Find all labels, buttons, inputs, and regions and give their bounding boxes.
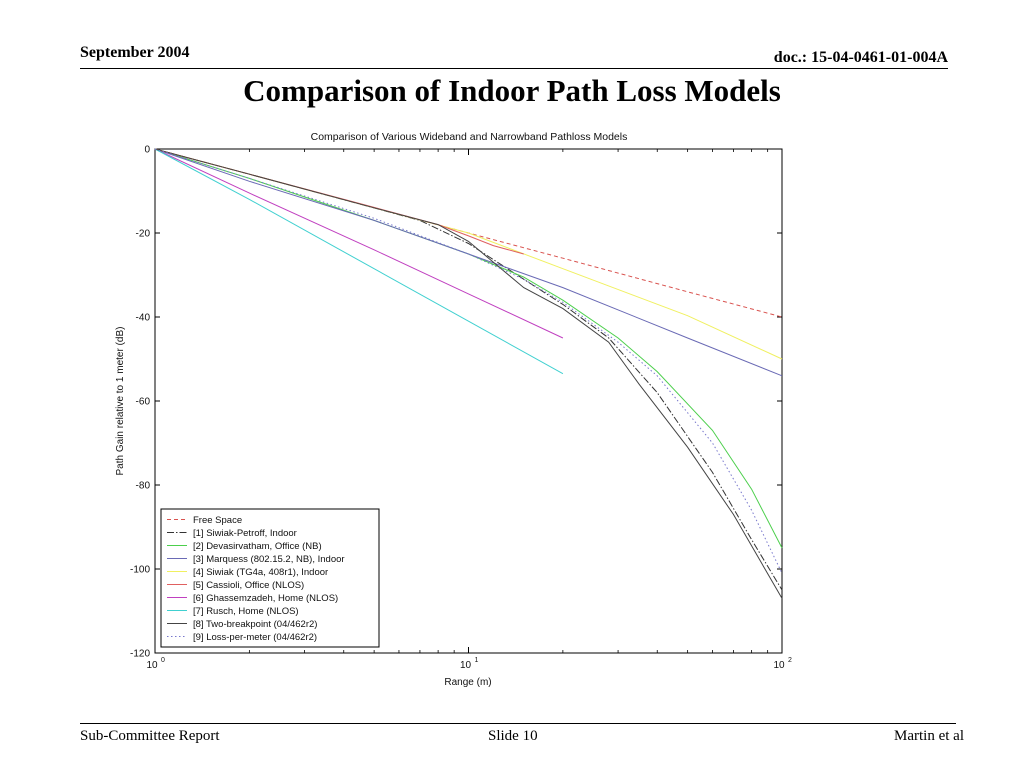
legend-entry: [6] Ghassemzadeh, Home (NLOS) xyxy=(193,593,338,604)
x-axis-label: Range (m) xyxy=(444,677,491,688)
x-tick-label: 10 xyxy=(146,660,158,671)
y-tick-label: -60 xyxy=(136,397,151,408)
legend-entry: [3] Marquess (802.15.2, NB), Indoor xyxy=(193,554,345,565)
legend-entry: [7] Rusch, Home (NLOS) xyxy=(193,606,299,617)
legend-entry: [4] Siwiak (TG4a, 408r1), Indoor xyxy=(193,567,328,578)
legend-entry: [5] Cassioli, Office (NLOS) xyxy=(193,580,304,591)
footer-authors: Martin et al xyxy=(894,728,964,744)
legend-entry: [8] Two-breakpoint (04/462r2) xyxy=(193,619,317,630)
series-line xyxy=(154,148,783,549)
slide-title: Comparison of Indoor Path Loss Models xyxy=(243,73,781,108)
legend-entry: Free Space xyxy=(193,515,242,526)
footer-left: Sub-Committee Report xyxy=(80,728,220,744)
legend-entry: [1] Siwiak-Petroff, Indoor xyxy=(193,528,297,539)
header-divider xyxy=(80,68,948,69)
series-lines xyxy=(154,148,783,599)
footer-slide-number: Slide 10 xyxy=(488,728,538,744)
series-line xyxy=(154,148,783,599)
footer-divider xyxy=(80,723,956,724)
series-line xyxy=(154,148,783,574)
chart-title: Comparison of Various Wideband and Narro… xyxy=(311,131,628,143)
legend-entry: [9] Loss-per-meter (04/462r2) xyxy=(193,632,317,643)
series-line xyxy=(154,148,564,339)
legend-box xyxy=(160,508,380,648)
y-tick-label: -80 xyxy=(136,481,151,492)
y-tick-label: -120 xyxy=(130,649,150,660)
series-line xyxy=(154,148,564,375)
header-date: September 2004 xyxy=(80,44,190,61)
x-tick-label: 10 xyxy=(460,660,472,671)
y-tick-label: -20 xyxy=(136,229,151,240)
pathloss-chart: Comparison of Various Wideband and Narro… xyxy=(115,131,792,688)
y-axis-label: Path Gain relative to 1 meter (dB) xyxy=(115,327,126,476)
series-line xyxy=(154,148,783,377)
y-tick-label: -40 xyxy=(136,313,151,324)
y-tick-label: 0 xyxy=(144,145,150,156)
x-tick-exponent: 1 xyxy=(475,657,479,664)
header-doc-id: doc.: 15-04-0461-01-004A xyxy=(773,49,948,66)
x-tick-label: 10 xyxy=(773,660,785,671)
chart-legend: Free Space [1] Siwiak-Petroff, Indoor [2] … xyxy=(160,508,380,648)
y-tick-label: -100 xyxy=(130,565,150,576)
x-tick-exponent: 0 xyxy=(161,657,165,664)
x-tick-exponent: 2 xyxy=(788,657,792,664)
legend-entry: [2] Devasirvatham, Office (NB) xyxy=(193,541,322,552)
